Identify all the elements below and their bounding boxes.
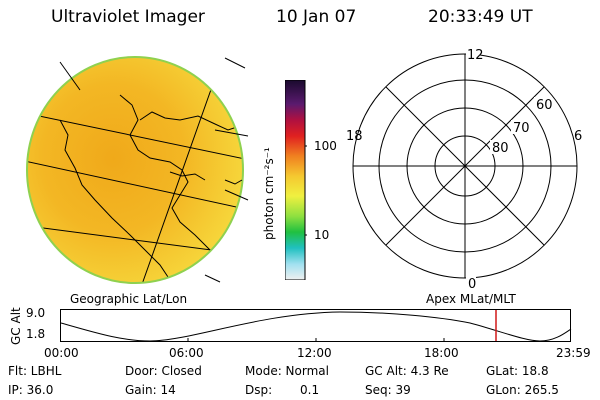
alt-xtick-0600: 06:00 [169, 346, 204, 360]
mlt-label-left: 18 [346, 129, 363, 144]
status-dsp-value: 0.1 [300, 383, 320, 397]
altitude-curve [60, 311, 572, 342]
alt-xtick-1200: 12:00 [297, 346, 332, 360]
grid-ext-2 [214, 129, 249, 137]
status-filter: Flt: LBHL [8, 364, 62, 378]
earth-disk [26, 56, 244, 284]
grid-ext-4 [204, 274, 221, 283]
alt-ytick-top: 9.0 [26, 306, 46, 320]
coastline-north [139, 111, 241, 131]
alt-plot-ylabel: GC Alt [9, 307, 23, 345]
lon-line-tick [224, 57, 246, 69]
uv-earth-image [26, 56, 249, 284]
grid-ext-3 [224, 189, 249, 201]
caption-geographic: Geographic Lat/Lon [70, 292, 188, 306]
alt-xtick-1800: 18:00 [424, 346, 459, 360]
altitude-plot [60, 309, 572, 342]
mlt-label-top: 12 [467, 48, 484, 63]
status-glon: GLon: 265.5 [486, 383, 559, 397]
caption-apex: Apex MLat/MLT [426, 292, 516, 306]
lat-label-80: 80 [492, 141, 509, 156]
colorbar-unit-label: photon cm⁻²s⁻¹ [262, 147, 276, 240]
alt-ytick-bottom: 1.8 [26, 327, 46, 341]
status-gc-alt: GC Alt: 4.3 Re [365, 364, 449, 378]
lat-line-1 [28, 111, 242, 161]
alt-xtick-0000: 00:00 [44, 346, 79, 360]
lat-label-60: 60 [536, 98, 553, 113]
status-mode: Mode: Normal [245, 364, 329, 378]
grid-ext-1 [59, 61, 81, 91]
status-glat: GLat: 18.8 [486, 364, 549, 378]
lat-line-2 [28, 159, 242, 211]
status-ip: IP: 36.0 [8, 383, 54, 397]
status-dsp-label: Dsp: [245, 383, 273, 397]
date-label: 10 Jan 07 [276, 7, 357, 27]
colorbar [285, 80, 307, 280]
lat-label-70: 70 [513, 121, 530, 136]
coastline-west [59, 119, 171, 281]
status-door: Door: Closed [125, 364, 202, 378]
polar-plot: 12 18 6 0 60 70 80 [346, 48, 582, 292]
status-seq: Seq: 39 [365, 383, 411, 397]
mlt-label-right: 6 [574, 129, 582, 144]
colorbar-tick-100: 100 [314, 139, 337, 153]
alt-xtick-2359: 23:59 [556, 346, 591, 360]
mlt-label-bottom: 0 [468, 277, 476, 292]
colorbar-tick-10: 10 [314, 228, 330, 242]
polar-diagonal-2 [385, 86, 545, 246]
app-title: Ultraviolet Imager [51, 7, 205, 27]
time-label: 20:33:49 UT [428, 7, 533, 27]
status-gain: Gain: 14 [125, 383, 176, 397]
coast-florida [224, 179, 243, 185]
coastline-gulf [169, 171, 206, 181]
